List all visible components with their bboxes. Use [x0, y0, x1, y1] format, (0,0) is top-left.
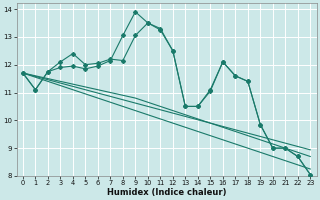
- X-axis label: Humidex (Indice chaleur): Humidex (Indice chaleur): [107, 188, 226, 197]
